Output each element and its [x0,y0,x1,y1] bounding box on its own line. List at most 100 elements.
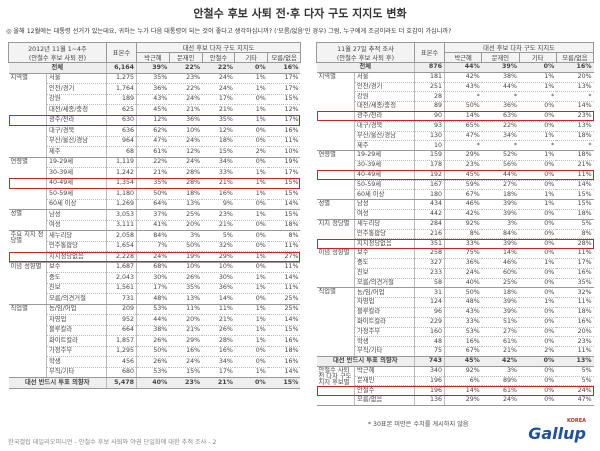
data-row: 문재인 196 6% 89% 0% 5% [317,376,594,387]
row-label: 19-29세 [46,157,107,168]
column-header: 기타 [234,52,269,63]
cell: 1% [234,83,268,95]
group-label: 안철수 사퇴 전 다자 구도 지지 후보별 [316,366,355,406]
cell: 630 [106,115,137,126]
cell: 25% [169,209,203,221]
cell: 0% [519,327,557,338]
row-label: 화이트칼라 [354,317,416,328]
data-row: 민주통합당 216 8% 84% 0% 8% [317,229,594,240]
group-label: 직업별 [8,304,47,378]
cell: 0% [519,248,557,259]
row-label: 50-59세 [354,180,416,191]
cell: 35% [169,283,203,294]
cell: 952 [106,314,137,326]
cell: 15% [556,189,594,201]
cell: 26% [136,356,170,368]
group-label: 성별 [8,209,47,231]
cell: 43% [444,307,482,318]
cell: 92% [444,219,482,230]
cell: 680 [106,367,137,378]
period: 11월 27일 추적 조사 [337,45,394,53]
cell: 24% [556,385,594,397]
cell: 5,478 [106,377,137,389]
cell: 0% [519,317,557,328]
cell: 9% [202,199,235,210]
data-row: 60세 이상 180 67% 18% 1% 15% [317,189,594,201]
cell: 15% [267,188,301,200]
cell: 167 [414,180,446,191]
cell: 11% [267,241,301,252]
row-label: 안철수 [354,385,416,397]
row-label: 무직/기타 [354,346,416,357]
data-row: 무직/기타 75 67% 21% 2% 11% [317,346,594,357]
data-row: 성별 남성 434 46% 39% 1% 15% [316,199,594,220]
row-label: 50-59세 [46,188,107,200]
column-header: 문재인 [168,52,203,63]
row-label: 대구/경북 [46,125,107,137]
data-row: 연령별 19-29세 159 29% 52% 1% 18% [316,150,594,201]
cell: 46% [481,258,520,269]
cell: * [519,140,557,152]
cell: 23% [556,336,594,348]
cell: 38% [136,325,170,336]
data-row: 모름/없음 136 29% 24% 0% 47% [317,395,594,406]
cell: 53% [136,304,170,315]
cell: 0% [519,219,557,230]
cell: 0% [234,136,268,147]
cell: 23% [169,377,203,389]
data-row: 대전/세종/충청 89 50% 36% 0% 14% [317,101,594,112]
cell: 75 [414,346,446,357]
cell: 28% [556,238,594,250]
data-row: 화이트칼라 1,857 26% 29% 28% 1% 16% [9,335,301,347]
cell: 29% [444,395,482,406]
cell: 0% [234,230,268,242]
cell: 1,687 [106,262,137,273]
cell: 1,119 [106,157,137,168]
cell: 1% [519,297,557,308]
cell: 21% [169,104,203,116]
cell: 14% [267,272,301,284]
cell: 58 [414,278,446,289]
cell: 22% [202,62,235,74]
cell: 251 [414,82,446,93]
cell: 3% [481,219,520,230]
cell: 26% [169,272,203,284]
cell: 1,654 [106,241,137,252]
cell: 44% [444,62,482,73]
n-header: 표본수 [106,42,137,63]
row-label: 지지정당없음 [46,251,107,263]
header-row: 박근혜 문재인 안철수 기타 모름/없음 [9,52,301,63]
cell: 1,275 [106,73,137,84]
cell: 0% [519,160,557,171]
cell: 17% [136,283,170,294]
cell: 60% [481,268,520,279]
group-label: 연령별 [316,150,355,201]
cell: 28 [414,91,446,103]
cell: 12% [202,125,235,137]
row-label: 블루칼라 [46,325,107,336]
group-label: 이념 성향별 [8,262,47,305]
cell: 0% [519,170,557,181]
cell: 11% [556,248,594,259]
cell: 50% [444,101,482,112]
cell: 34% [481,131,520,142]
data-row: 지지정당없음 2,228 24% 19% 29% 1% 27% [8,251,301,263]
data-row: 무직/기타 680 53% 15% 17% 1% 14% [9,367,301,378]
data-row: 30-39세 178 23% 56% 0% 21% [317,160,594,171]
cell: 23% [444,160,482,171]
data-row: 주요 지지 정당별 새누리당 2,058 84% 3% 5% 0% 8% [8,230,301,263]
cell: 31 [414,287,446,299]
data-row: 50-59세 167 59% 27% 0% 14% [317,180,594,191]
cell: 23% [202,209,235,221]
cell: 44% [136,314,170,326]
cell: 1% [519,72,557,83]
period-header: 11월 27일 추적 조사 (안철수 후보 사퇴 후) [315,42,416,63]
data-row: 인천/경기 251 43% 44% 1% 13% [317,82,594,93]
cell: 1% [234,335,268,347]
row-label: 광주/전라 [46,115,107,126]
footnote: * 30표본 미만은 수치를 게시하지 않음 [368,421,469,428]
cell: 1% [234,188,268,200]
cell: 11% [267,283,301,294]
cell: 0% [519,307,557,318]
cell: 14% [267,314,301,326]
